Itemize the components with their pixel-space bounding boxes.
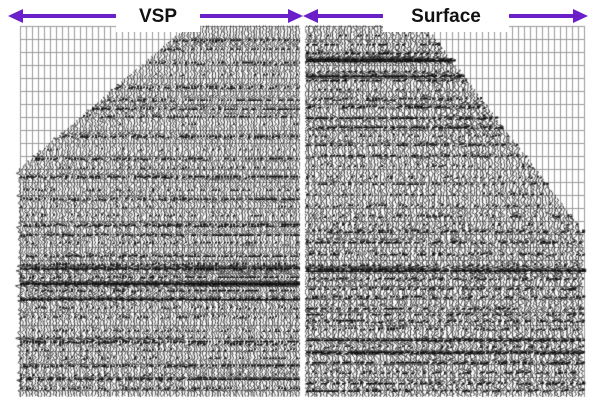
vsp-panel-label: VSP bbox=[116, 2, 200, 32]
surface-panel-label: Surface bbox=[383, 2, 509, 32]
